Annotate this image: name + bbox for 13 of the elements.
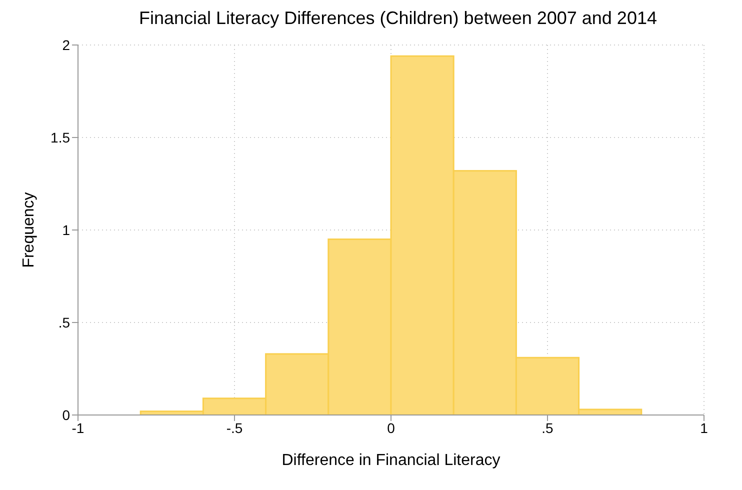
- x-tick-label: -.5: [226, 420, 243, 436]
- x-tick-label: 1: [700, 420, 708, 436]
- x-tick-label: .5: [542, 420, 554, 436]
- y-tick-label: 1: [62, 222, 70, 238]
- y-tick-label: 0: [62, 406, 70, 423]
- chart-title: Financial Literacy Differences (Children) between 2007 and 2014: [138, 8, 658, 29]
- x-tick-label: -1: [72, 420, 84, 436]
- y-axis-title: Frequency: [20, 192, 38, 268]
- y-tick-label: .5: [58, 314, 70, 330]
- y-tick-label: 2: [62, 36, 70, 53]
- y-tick-label: 1.5: [50, 129, 70, 146]
- x-axis-title: Difference in Financial Literacy: [282, 452, 500, 469]
- x-tick-label: 0: [387, 420, 396, 436]
